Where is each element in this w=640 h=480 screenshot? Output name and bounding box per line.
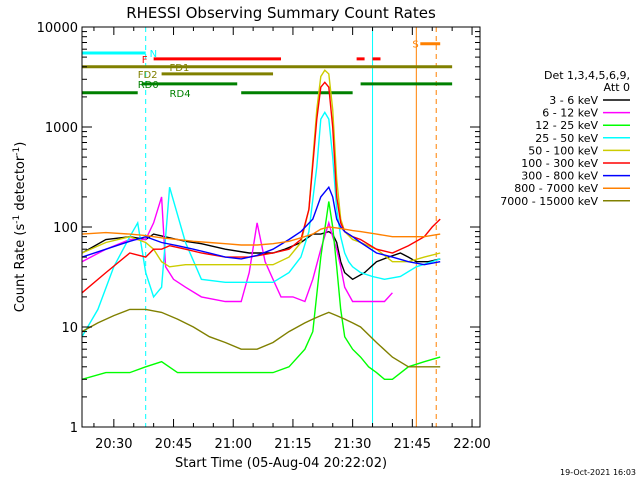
legend-label-7000-15000-kev: 7000 - 15000 keV: [500, 195, 598, 208]
x-tick-label-22-00: 22:00: [453, 437, 490, 452]
x-tick-label-20-45: 20:45: [155, 437, 192, 452]
legend-label-25-50-kev: 25 - 50 keV: [535, 132, 598, 145]
y-axis: 1 10 100 1000 10000: [37, 21, 480, 436]
y-tick-label-10000: 10000: [37, 21, 78, 36]
y-axis-label: Count Rate (s-1 detector-1): [12, 142, 28, 313]
y-tick-label-100: 100: [53, 221, 78, 236]
y-tick-label-10: 10: [61, 321, 78, 336]
x-tick-label-21-30: 21:30: [334, 437, 371, 452]
y-axis-label-end: ): [13, 142, 28, 147]
x-axis-label: Start Time (05-Aug-04 20:22:02): [175, 456, 387, 471]
legend-label-3-6-kev: 3 - 6 keV: [549, 94, 598, 107]
series-line-6-12-kev: [82, 196, 393, 303]
legend-header-line-1: Det 1,3,4,5,6,9,: [544, 69, 630, 82]
series-line-12-25-kev: [82, 201, 441, 380]
x-tick-label-21-00: 21:00: [215, 437, 252, 452]
y-axis-label-mid: detector: [13, 155, 28, 215]
x-tick-label-21-15: 21:15: [274, 437, 311, 452]
flag-label-fd2: FD2: [138, 70, 158, 81]
y-axis-label-sup-1: -1: [12, 215, 22, 224]
legend-label-300-800-kev: 300 - 800 keV: [521, 170, 598, 183]
flag-label-n: N: [150, 49, 157, 60]
y-tick-label-1: 1: [70, 421, 78, 436]
series-line-100-300-kev: [82, 81, 441, 294]
y-tick-label-1000: 1000: [45, 121, 78, 136]
legend-label-12-25-kev: 12 - 25 keV: [535, 119, 598, 132]
y-axis-label-main: Count Rate (s: [13, 224, 28, 313]
chart-title: RHESSI Observing Summary Count Rates: [126, 4, 436, 22]
flag-label-s: S: [412, 40, 418, 51]
flag-label-rd4: RD4: [170, 89, 191, 100]
series-line-800-7000-kev: [82, 226, 441, 246]
footer-timestamp: 19-Oct-2021 16:03: [560, 468, 636, 477]
legend-header-line-2: Att 0: [604, 81, 630, 94]
series-line-7000-15000-kev: [82, 308, 441, 368]
y-axis-label-sup-2: -1: [12, 147, 22, 156]
flag-label-fd1: FD1: [170, 63, 190, 74]
flag-label-f: F: [142, 55, 148, 66]
flag-label-rd0: RD0: [138, 80, 159, 91]
x-tick-label-21-45: 21:45: [394, 437, 431, 452]
x-tick-label-20-30: 20:30: [95, 437, 132, 452]
x-axis: 20:30 20:45 21:00 21:15 21:30 21:45 22:00: [93, 27, 491, 452]
legend-label-800-7000-kev: 800 - 7000 keV: [514, 182, 598, 195]
legend-label-100-300-kev: 100 - 300 keV: [521, 157, 598, 170]
legend-label-50-100-kev: 50 - 100 keV: [528, 144, 598, 157]
series-line-25-50-kev: [82, 111, 441, 338]
series-line-300-800-kev: [82, 185, 441, 266]
legend-label-6-12-kev: 6 - 12 keV: [542, 107, 598, 120]
